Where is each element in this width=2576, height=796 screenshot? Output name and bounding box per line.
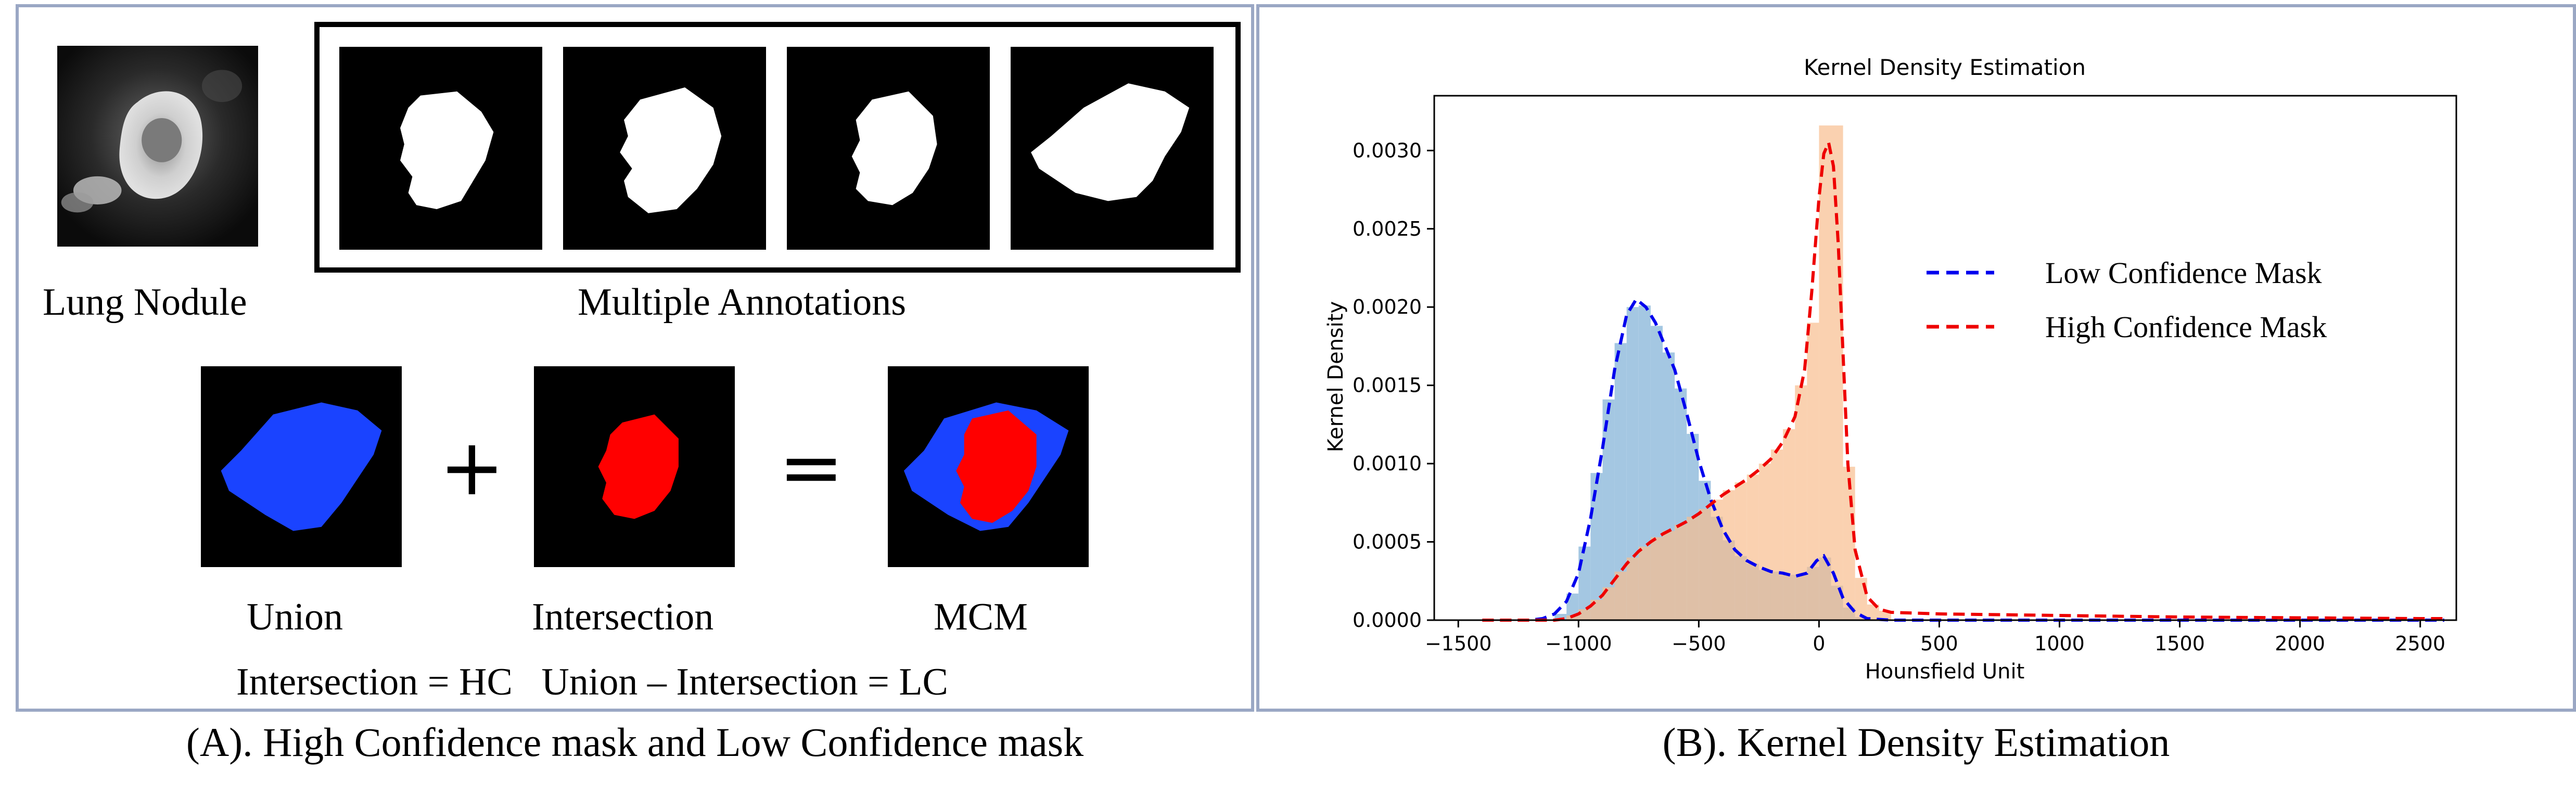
x-axis-label: Hounsfield Unit [1865, 660, 2025, 684]
mcm-mask [888, 366, 1089, 567]
x-tick-label-1: −1000 [1545, 632, 1612, 655]
plus-symbol: + [439, 422, 505, 513]
y-tick-label-0: 0.0000 [1353, 609, 1422, 632]
hist-bar-high-16 [1758, 464, 1771, 620]
hist-bar-high-10 [1687, 517, 1699, 620]
panel-a: Lung Nodule Multiple Annotations + = [16, 4, 1254, 712]
x-tick-label-8: 2500 [2395, 632, 2445, 655]
union-label: Union [247, 596, 343, 638]
union-mask [201, 366, 402, 567]
panel-b: Kernel Density Estimation −1500 −1000 −500… [1256, 4, 2576, 712]
legend: Low Confidence Mask High Confidence Mask [1927, 256, 2327, 344]
hist-bar-high-21 [1819, 125, 1831, 620]
hist-bar-high-15 [1746, 474, 1759, 620]
intersection-label: Intersection [532, 596, 714, 638]
plot-frame [1433, 95, 2457, 621]
y-tick-label-1: 0.0005 [1353, 531, 1422, 554]
plot-area [1482, 125, 2444, 622]
hist-bar-high-11 [1699, 509, 1711, 620]
x-tick-label-5: 1000 [2034, 632, 2085, 655]
legend-label-high: High Confidence Mask [2045, 310, 2327, 344]
annotation-mask-1 [339, 47, 542, 250]
equals-symbol: = [779, 422, 844, 513]
hist-bar-high-5 [1626, 557, 1639, 620]
intersection-mask [534, 366, 735, 567]
hist-bar-low-2 [1578, 546, 1591, 620]
hist-bar-high-22 [1831, 125, 1843, 620]
x-tick-label-6: 1500 [2154, 632, 2205, 655]
x-tick-label-2: −500 [1672, 632, 1726, 655]
y-axis-label: Kernel Density [1324, 301, 1348, 452]
y-tick-label-4: 0.0020 [1353, 296, 1422, 318]
annotation-mask-2 [563, 47, 766, 250]
y-tick-label-3: 0.0015 [1353, 374, 1422, 397]
annotations-frame [314, 22, 1241, 273]
hist-bar-high-19 [1795, 385, 1807, 620]
caption-b: (B). Kernel Density Estimation [1662, 720, 2170, 765]
hist-bar-high-13 [1723, 490, 1735, 620]
legend-label-low: Low Confidence Mask [2045, 256, 2322, 290]
hist-bar-high-18 [1783, 429, 1795, 620]
lung-nodule-image [57, 46, 258, 247]
hist-bar-low-7 [1638, 305, 1651, 620]
hist-bar-high-4 [1614, 571, 1627, 620]
hist-bar-high-20 [1807, 323, 1819, 620]
hist-bar-low-4 [1602, 399, 1615, 620]
hist-bar-high-7 [1650, 537, 1663, 620]
chart-title: Kernel Density Estimation [1804, 55, 2086, 80]
hist-bar-low-5 [1614, 343, 1627, 620]
lung-nodule-label: Lung Nodule [43, 281, 247, 324]
hist-bar-high-1 [1578, 609, 1591, 620]
annotation-mask-4 [1011, 47, 1214, 250]
y-tick-label-6: 0.0030 [1353, 139, 1422, 162]
hist-bar-high-17 [1770, 450, 1783, 620]
x-tick-label-0: −1500 [1425, 632, 1492, 655]
x-tick-label-7: 2000 [2275, 632, 2325, 655]
hist-bar-high-12 [1711, 499, 1723, 620]
hist-bar-low-6 [1626, 307, 1639, 620]
multiple-annotations-label: Multiple Annotations [578, 281, 907, 324]
y-tick-label-2: 0.0010 [1353, 452, 1422, 475]
hist-bar-high-8 [1663, 531, 1675, 620]
kde-line-high [1482, 137, 2444, 622]
x-tick-label-3: 0 [1813, 632, 1825, 655]
annotation-mask-3 [787, 47, 990, 250]
hist-bar-high-9 [1675, 524, 1687, 620]
mcm-label: MCM [934, 596, 1028, 638]
caption-a: (A). High Confidence mask and Low Confid… [186, 720, 1084, 765]
axes: −1500 −1000 −500 0 500 1000 1500 2000 2500 0.0000… [1353, 95, 2457, 655]
y-tick-label-5: 0.0025 [1353, 217, 1422, 240]
x-tick-label-4: 500 [1920, 632, 1958, 655]
kde-chart: Kernel Density Estimation −1500 −1000 −500… [1324, 55, 2457, 684]
kde-line-low [1482, 297, 2444, 622]
formula-text: Intersection = HC Union – Intersection =… [236, 661, 948, 703]
hist-bar-high-3 [1602, 587, 1615, 620]
hist-bar-high-6 [1638, 546, 1651, 620]
hist-bar-high-23 [1843, 467, 1855, 620]
hist-bar-high-25 [1867, 604, 1879, 620]
hist-bar-high-14 [1735, 482, 1747, 620]
